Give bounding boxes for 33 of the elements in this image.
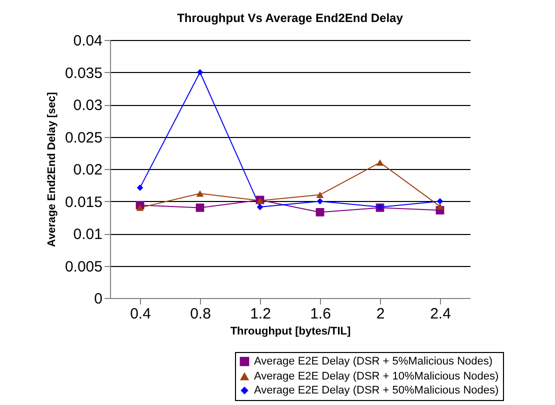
point bbox=[436, 203, 444, 210]
x-tick-label: 0.4 bbox=[130, 306, 151, 322]
y-tick-label: 0.035 bbox=[64, 64, 102, 82]
y-tick-label: 0.015 bbox=[64, 194, 102, 211]
x-tick-label: 2.4 bbox=[430, 306, 451, 322]
point bbox=[136, 204, 144, 211]
x-axis-title: Throughput [bytes/TIL] bbox=[230, 326, 352, 338]
y-tick-label: 0.02 bbox=[73, 162, 102, 178]
point bbox=[196, 204, 204, 212]
point bbox=[196, 69, 204, 76]
legend-label: Average E2E Delay (DSR + 50%Malicious Nodes) bbox=[254, 384, 499, 396]
point bbox=[316, 208, 324, 216]
point bbox=[256, 204, 264, 210]
legend-label: Average E2E Delay (DSR + 5%Malicious Nodes) bbox=[254, 356, 493, 368]
y-tick-label: 0.005 bbox=[64, 258, 102, 276]
x-tick-label: 2 bbox=[376, 306, 385, 322]
point bbox=[196, 190, 204, 197]
legend-label: Average E2E Delay (DSR + 10%Malicious Nodes) bbox=[254, 370, 499, 382]
y-tick-label: 0.03 bbox=[73, 97, 102, 114]
point bbox=[436, 198, 444, 204]
y-tick-label: 0.025 bbox=[64, 129, 102, 146]
x-tick-label: 0.8 bbox=[190, 306, 211, 322]
point bbox=[316, 192, 324, 198]
y-tick-label: 0.04 bbox=[73, 32, 102, 50]
point bbox=[316, 198, 324, 204]
point bbox=[136, 184, 144, 191]
point bbox=[376, 159, 384, 166]
y-tick-label: 0 bbox=[94, 290, 102, 308]
x-tick-label: 1.2 bbox=[250, 306, 271, 322]
y-axis-title: Average End2End Delay [sec] bbox=[46, 92, 58, 247]
chart-title: Throughput Vs Average End2End Delay bbox=[177, 11, 404, 25]
x-tick-label: 1.6 bbox=[310, 306, 331, 322]
y-tick-label: 0.01 bbox=[73, 226, 102, 243]
